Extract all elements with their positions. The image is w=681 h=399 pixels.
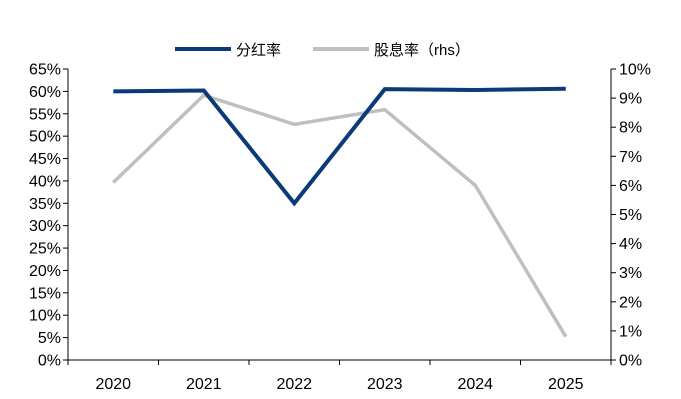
x-tick-label: 2022 (276, 376, 312, 393)
left-y-tick-label: 55% (29, 106, 61, 123)
axes: 0% 5% 10% 15% 20% 25% 30% 35% 40% 45% 50% 55% 60% 65%… (29, 62, 651, 394)
right-y-tick-label: 4% (619, 236, 642, 253)
left-y-tick-label: 10% (29, 308, 61, 325)
x-tick-label: 2021 (186, 376, 222, 393)
series-lines (112, 86, 568, 338)
right-y-tick-label: 3% (619, 265, 642, 282)
x-tick-label: 2020 (95, 376, 131, 393)
series-line-0 (113, 86, 566, 207)
right-y-tick-label: 7% (619, 149, 642, 166)
left-y-tick-label: 45% (29, 151, 61, 168)
left-y-tick-label: 20% (29, 263, 61, 280)
left-y-tick-label: 35% (29, 196, 61, 213)
left-y-tick-label: 0% (38, 353, 61, 370)
right-y-tick-label: 2% (619, 294, 642, 311)
right-y-tick-label: 8% (619, 120, 642, 137)
left-y-tick-label: 40% (29, 173, 61, 190)
left-y-tick-label: 60% (29, 84, 61, 101)
left-y-tick-label: 5% (38, 330, 61, 347)
left-y-tick-label: 25% (29, 241, 61, 258)
x-tick-label: 2025 (548, 376, 584, 393)
right-y-tick-label: 1% (619, 323, 642, 340)
left-y-tick-label: 30% (29, 218, 61, 235)
x-tick-label: 2023 (367, 376, 403, 393)
right-y-tick-label: 5% (619, 207, 642, 224)
series-line-1 (112, 93, 568, 338)
left-y-tick-label: 15% (29, 285, 61, 302)
right-y-tick-label: 10% (619, 62, 651, 79)
left-y-tick-label: 65% (29, 62, 61, 79)
legend: 分红率 股息率（rhs） (175, 42, 470, 59)
x-tick-label: 2024 (457, 376, 493, 393)
right-y-tick-label: 6% (619, 178, 642, 195)
legend-label-series-1: 股息率（rhs） (374, 42, 470, 59)
legend-label-series-0: 分红率 (236, 42, 281, 59)
right-y-tick-label: 9% (619, 91, 642, 108)
right-y-tick-label: 0% (619, 353, 642, 370)
left-y-tick-label: 50% (29, 129, 61, 146)
